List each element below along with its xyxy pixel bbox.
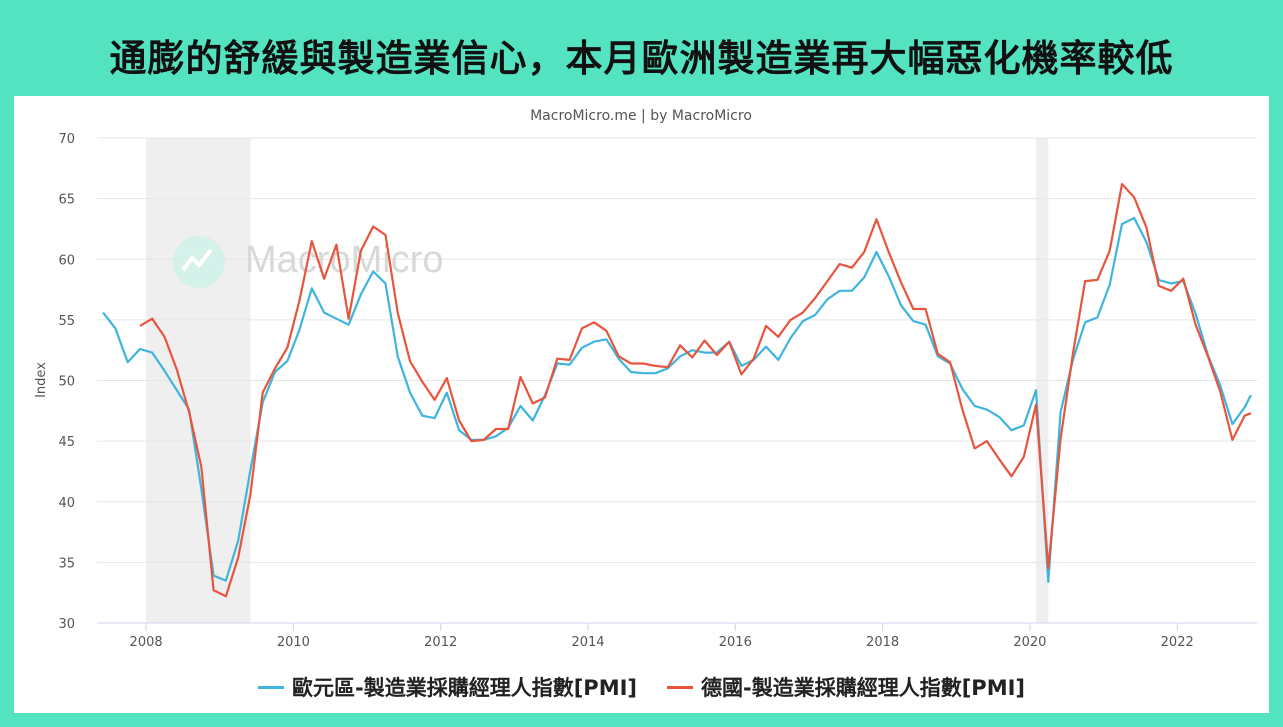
legend-swatch-euro	[257, 685, 284, 689]
series-lines	[102, 183, 1252, 598]
y-tick-55: 55	[58, 314, 75, 329]
y-tick-35: 35	[58, 556, 75, 571]
series-euro-line[interactable]	[102, 216, 1252, 583]
x-tick-2014: 2014	[571, 635, 604, 650]
legend: 歐元區-製造業採購經理人指數[PMI] 德國-製造業採購經理人指數[PMI]	[0, 672, 1283, 702]
y-tick-45: 45	[58, 435, 75, 450]
series-germany-line[interactable]	[139, 183, 1252, 598]
chart-subtitle: MacroMicro.me | by MacroMicro	[530, 108, 752, 124]
legend-item-germany[interactable]: 德國-製造業採購經理人指數[PMI]	[667, 672, 1025, 702]
y-tick-70: 70	[58, 132, 75, 147]
x-tick-2018: 2018	[866, 635, 899, 650]
x-tick-2012: 2012	[424, 635, 457, 650]
x-tick-2010: 2010	[277, 635, 310, 650]
x-tick-2020: 2020	[1013, 635, 1046, 650]
y-axis-label: Index	[34, 362, 49, 398]
x-tick-2008: 2008	[130, 635, 163, 650]
y-tick-50: 50	[58, 375, 75, 390]
x-tick-2016: 2016	[719, 635, 752, 650]
y-tick-40: 40	[58, 496, 75, 511]
x-tick-2022: 2022	[1161, 635, 1194, 650]
legend-swatch-germany	[667, 685, 693, 689]
watermark-logo	[173, 236, 225, 288]
y-tick-30: 30	[58, 617, 75, 632]
y-tick-labels: 30 35 40 45 50 55 60 65 70	[58, 132, 75, 632]
grid	[97, 137, 1257, 624]
x-tick-labels: 2008 2010 2012 2014 2016 2018 2020 2022	[130, 623, 1194, 650]
y-tick-60: 60	[58, 253, 75, 268]
legend-label-germany: 德國-製造業採購經理人指數[PMI]	[701, 676, 1026, 700]
legend-item-euro[interactable]: 歐元區-製造業採購經理人指數[PMI]	[257, 672, 637, 702]
y-tick-65: 65	[58, 193, 75, 208]
headline: 通膨的舒緩與製造業信心，本月歐洲製造業再大幅惡化機率較低	[109, 37, 1174, 80]
watermark: MacroMicro	[245, 239, 443, 281]
legend-label-euro: 歐元區-製造業採購經理人指數[PMI]	[291, 676, 637, 700]
